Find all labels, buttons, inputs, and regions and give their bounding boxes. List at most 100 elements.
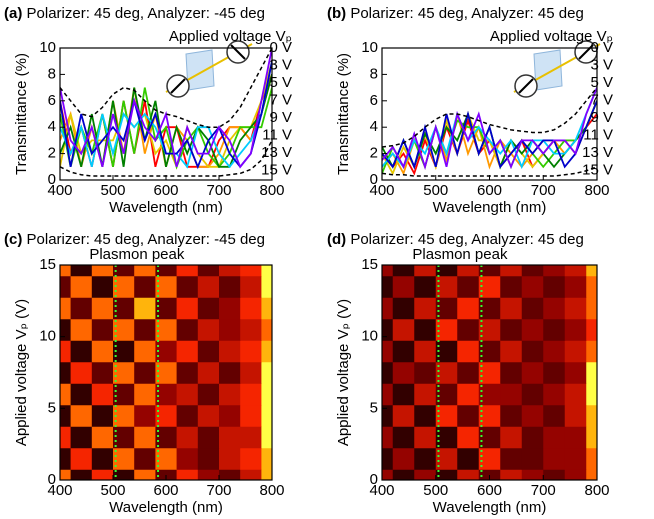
legend-label: 3 V (269, 56, 292, 73)
heatmap-cell (543, 297, 566, 320)
heatmap-cell (70, 297, 93, 320)
heatmap-cell (435, 340, 458, 363)
heatmap-cell (457, 426, 480, 449)
heatmap-cell (521, 318, 544, 341)
heatmap-cell (457, 361, 480, 384)
heatmap-cell (457, 275, 480, 298)
heatmap-cell (134, 340, 156, 363)
heatmap-cell (176, 447, 199, 470)
heatmap-cell (219, 469, 241, 481)
x-tick-label: 500 (423, 182, 448, 199)
heatmap-cell (155, 340, 178, 363)
heatmap-cell (414, 383, 437, 406)
series-line (382, 100, 597, 174)
heatmap-cell (521, 265, 544, 277)
heatmap-cell (500, 340, 523, 363)
heatmap-cell (564, 469, 587, 481)
x-tick-label: 800 (584, 482, 609, 499)
heatmap-cell (176, 361, 199, 384)
y-axis-label: Transmittance (%) (335, 53, 352, 175)
y-tick-label: 10 (361, 39, 378, 56)
heatmap-cell (261, 340, 273, 363)
heatmap-cell (382, 275, 394, 298)
heatmap-cell (435, 275, 458, 298)
heatmap-cell (197, 340, 220, 363)
heatmap-cell (261, 275, 273, 298)
legend-label: 9 V (590, 109, 613, 126)
heatmap-cell (382, 383, 394, 406)
heatmap-cell (586, 404, 598, 427)
heatmap-cell (382, 318, 394, 341)
heatmap-cell (543, 447, 566, 470)
heatmap-cell (240, 275, 262, 298)
heatmap-cell (197, 383, 220, 406)
heatmap-cell (392, 426, 415, 449)
heatmap-cell (219, 275, 241, 298)
heatmap-cell (176, 426, 199, 449)
x-axis-label: Wavelength (nm) (433, 499, 547, 516)
panel-title: (b) Polarizer: 45 deg, Analyzer: 45 deg (327, 5, 584, 22)
heatmap-cell (91, 469, 114, 481)
heatmap-cell (543, 469, 566, 481)
heatmap-cell (478, 275, 501, 298)
heatmap-cell (113, 383, 135, 406)
heatmap-cell (261, 265, 273, 277)
heatmap-cell (113, 447, 135, 470)
legend-label: 0 V (590, 39, 613, 56)
heatmap-cell (60, 275, 72, 298)
y-tick-label: 0 (48, 471, 56, 488)
envelope-line (60, 140, 272, 177)
series-line (60, 74, 272, 168)
heatmap-cell (60, 469, 72, 481)
heatmap-cell (60, 404, 72, 427)
plot-lines (60, 48, 272, 177)
heatmap-cell (500, 469, 523, 481)
heatmap-cell (261, 318, 273, 341)
heatmap-cell (240, 318, 262, 341)
heatmap-cell (155, 318, 178, 341)
heatmap-cell (586, 426, 598, 449)
heatmap-cell (382, 447, 394, 470)
heatmap-cell (240, 361, 262, 384)
x-tick-label: 500 (100, 182, 125, 199)
heatmap-cell (176, 297, 199, 320)
panel-label: (c) (4, 231, 22, 248)
heatmap-cell (261, 426, 273, 449)
heatmap-cell (240, 297, 262, 320)
panel-title-text: Polarizer: 45 deg, Analyzer: -45 deg (27, 5, 265, 22)
x-tick-label: 400 (369, 482, 394, 499)
heatmap-cell (564, 318, 587, 341)
heatmap-cell (240, 426, 262, 449)
heatmap-cell (478, 297, 501, 320)
annotation: Plasmon peak (412, 246, 508, 263)
x-tick-label: 600 (153, 182, 178, 199)
y-tick-label: 6 (370, 92, 378, 109)
heatmap-cell (382, 361, 394, 384)
x-tick-label: 600 (153, 482, 178, 499)
heatmap-cell (197, 447, 220, 470)
heatmap-cell (392, 404, 415, 427)
heatmap-cell (70, 404, 93, 427)
heatmap-cell (435, 426, 458, 449)
heatmap-cell (219, 361, 241, 384)
series-line (382, 87, 597, 170)
heatmap-cell (414, 297, 437, 320)
panel-title-text: Polarizer: 45 deg, Analyzer: 45 deg (350, 231, 583, 248)
heatmap-cell (91, 383, 114, 406)
heatmap-cell (155, 383, 178, 406)
heatmap-cell (392, 275, 415, 298)
panel-label: (d) (327, 231, 346, 248)
heatmap-cell (382, 297, 394, 320)
heatmap-cell (70, 426, 93, 449)
heatmap-cell (134, 469, 156, 481)
heatmap-cell (500, 318, 523, 341)
inset-diagram (513, 40, 601, 98)
heatmap-cell (382, 426, 394, 449)
heatmap-cell (240, 340, 262, 363)
heatmap-cell (435, 469, 458, 481)
heatmap-cell (392, 361, 415, 384)
x-tick-label: 700 (531, 482, 556, 499)
heatmap-cell (176, 340, 199, 363)
heatmap-cell (521, 469, 544, 481)
series-line (382, 100, 597, 176)
